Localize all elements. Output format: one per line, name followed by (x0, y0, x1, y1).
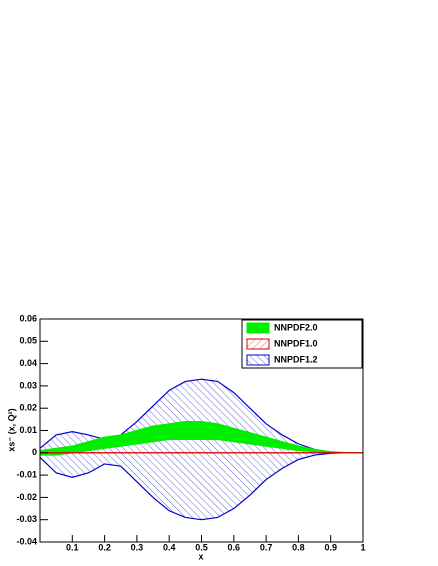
y-tick-label: 0.04 (19, 358, 37, 368)
x-tick-label: 0.6 (228, 542, 241, 552)
x-tick-label: 0.7 (260, 542, 273, 552)
x-tick-label: 0.8 (292, 542, 305, 552)
y-tick-label: -0.03 (16, 514, 37, 524)
band-edge (39, 378, 363, 454)
x-tick-label: 0.4 (163, 542, 176, 552)
band-edge (39, 420, 364, 454)
x-tick-label: 0.2 (98, 542, 111, 552)
y-tick-label: 0.01 (19, 425, 37, 435)
legend-swatch (246, 322, 270, 334)
y-axis-label: xs⁻ (x, Q²) (6, 408, 16, 451)
x-axis-label: x (198, 551, 203, 561)
y-tick-label: -0.02 (16, 492, 37, 502)
y-tick-label: 0.05 (19, 336, 37, 346)
y-tick-label: 0 (32, 447, 37, 457)
x-tick-label: 0.9 (324, 542, 337, 552)
legend-label: NNPDF1.2 (274, 354, 318, 364)
band-fill (40, 379, 363, 520)
y-tick-label: 0.02 (19, 403, 37, 413)
x-tick-label: 1 (360, 542, 365, 552)
y-tick-label: -0.01 (16, 469, 37, 479)
legend-label: NNPDF2.0 (274, 322, 318, 332)
band-edge (40, 438, 363, 456)
legend-swatch (246, 338, 270, 350)
band-edge (39, 452, 363, 521)
y-tick-label: -0.04 (16, 536, 37, 546)
x-tick-label: 0.1 (66, 542, 79, 552)
legend-label: NNPDF1.0 (274, 338, 318, 348)
y-tick-label: 0.06 (19, 313, 37, 323)
legend-swatch (246, 354, 270, 366)
x-tick-label: 0.5 (195, 542, 208, 552)
x-tick-label: 0.3 (131, 542, 144, 552)
y-tick-label: 0.03 (19, 380, 37, 390)
band-fill (40, 421, 363, 456)
